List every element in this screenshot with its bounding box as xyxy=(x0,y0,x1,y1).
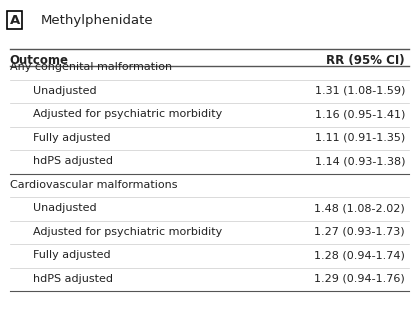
Text: Adjusted for psychiatric morbidity: Adjusted for psychiatric morbidity xyxy=(33,109,222,119)
Text: A: A xyxy=(10,14,20,27)
Text: Fully adjusted: Fully adjusted xyxy=(33,250,110,260)
Text: Cardiovascular malformations: Cardiovascular malformations xyxy=(10,180,177,190)
Text: 1.29 (0.94-1.76): 1.29 (0.94-1.76) xyxy=(314,274,405,284)
Text: Unadjusted: Unadjusted xyxy=(33,86,96,96)
Text: 1.27 (0.93-1.73): 1.27 (0.93-1.73) xyxy=(315,227,405,237)
Text: hdPS adjusted: hdPS adjusted xyxy=(33,156,113,166)
Text: Methylphenidate: Methylphenidate xyxy=(41,14,153,27)
Text: RR (95% CI): RR (95% CI) xyxy=(326,54,405,67)
Text: Any congenital malformation: Any congenital malformation xyxy=(10,62,172,72)
Text: Outcome: Outcome xyxy=(10,54,69,67)
Text: 1.11 (0.91-1.35): 1.11 (0.91-1.35) xyxy=(315,133,405,143)
Text: 1.16 (0.95-1.41): 1.16 (0.95-1.41) xyxy=(315,109,405,119)
Text: 1.31 (1.08-1.59): 1.31 (1.08-1.59) xyxy=(315,86,405,96)
Text: 1.48 (1.08-2.02): 1.48 (1.08-2.02) xyxy=(314,203,405,213)
Text: Unadjusted: Unadjusted xyxy=(33,203,96,213)
Text: Adjusted for psychiatric morbidity: Adjusted for psychiatric morbidity xyxy=(33,227,222,237)
Text: hdPS adjusted: hdPS adjusted xyxy=(33,274,113,284)
Text: 1.14 (0.93-1.38): 1.14 (0.93-1.38) xyxy=(315,156,405,166)
Text: Fully adjusted: Fully adjusted xyxy=(33,133,110,143)
Text: 1.28 (0.94-1.74): 1.28 (0.94-1.74) xyxy=(314,250,405,260)
